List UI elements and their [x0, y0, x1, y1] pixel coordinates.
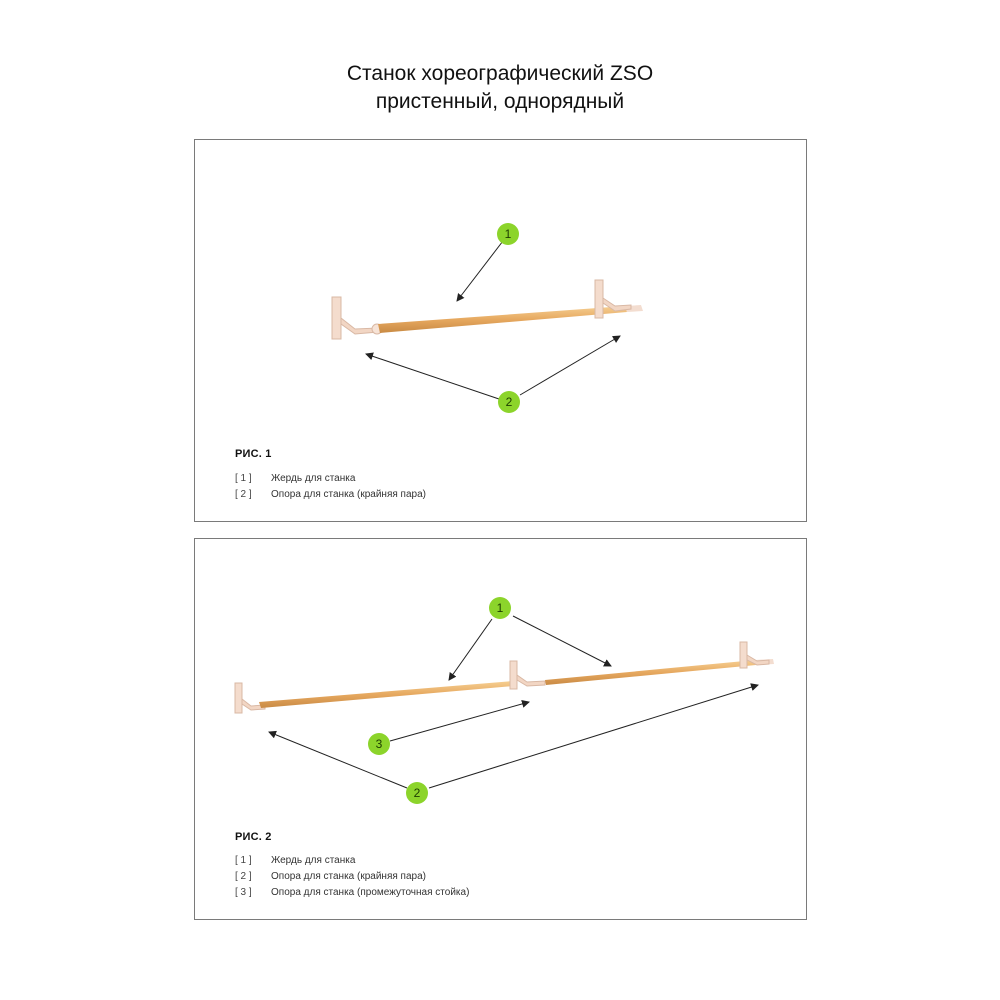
- legend-item: [ 2 ] Опора для станка (крайняя пара): [235, 489, 426, 500]
- barre-rail-left: [259, 681, 514, 708]
- callout-2: 2: [406, 782, 428, 804]
- figure-2-label: РИС. 2: [235, 831, 272, 843]
- callout-1-leader-left: [448, 618, 493, 681]
- callout-2: 2: [498, 391, 520, 413]
- left-end-bracket: [234, 682, 266, 714]
- callout-3: 3: [368, 733, 390, 755]
- title-line-2: пристенный, однорядный: [375, 90, 625, 113]
- figure-1-label: РИС. 1: [235, 448, 272, 460]
- figure-2-illustration: 1 3 2: [234, 597, 774, 804]
- figure-1-legend: [ 1 ] Жердь для станка [ 2 ] Опора для ста…: [235, 471, 426, 503]
- callout-2-leader-right: [519, 335, 621, 396]
- figure-2-panel: 1 3 2 РИС. 2 [ 1 ] Жердь для станка [ 2 ]…: [194, 538, 807, 920]
- legend-item: [ 1 ] Жердь для станка: [235, 855, 356, 866]
- callout-1-leader-right: [512, 615, 612, 667]
- figure-1-illustration: 1 2: [331, 223, 643, 413]
- svg-text:2: 2: [414, 786, 421, 800]
- figure-2-legend: [ 1 ] Жердь для станка [ 2 ] Опора для ста…: [235, 853, 469, 901]
- callout-3-leader: [389, 700, 530, 742]
- right-end-bracket: [739, 641, 770, 669]
- callout-2-leader-right: [428, 683, 759, 789]
- callout-2-leader-left: [268, 730, 408, 789]
- svg-text:1: 1: [505, 227, 512, 241]
- callout-1: 1: [489, 597, 511, 619]
- svg-text:3: 3: [376, 737, 383, 751]
- title-line-1: Станок хореографический ZSO: [346, 62, 654, 85]
- right-end-bracket: [594, 279, 632, 319]
- svg-text:2: 2: [506, 395, 513, 409]
- callout-1: 1: [497, 223, 519, 245]
- legend-item: [ 3 ] Опора для станка (промежуточная сто…: [235, 887, 470, 898]
- intermediate-bracket: [509, 660, 546, 690]
- barre-rail-right: [545, 660, 756, 685]
- legend-item: [ 2 ] Опора для станка (крайняя пара): [235, 871, 426, 882]
- document-title: Станок хореографический ZSO пристенный, …: [0, 60, 1000, 116]
- legend-item: [ 1 ] Жердь для станка: [235, 473, 356, 484]
- svg-text:1: 1: [497, 601, 504, 615]
- callout-2-leader-left: [365, 352, 500, 400]
- callout-1-leader: [456, 236, 507, 302]
- figure-1-panel: 1 2 РИС. 1 [ 1 ] Жердь для станка [ 2 ] Оп…: [194, 139, 807, 522]
- left-end-bracket: [331, 296, 383, 340]
